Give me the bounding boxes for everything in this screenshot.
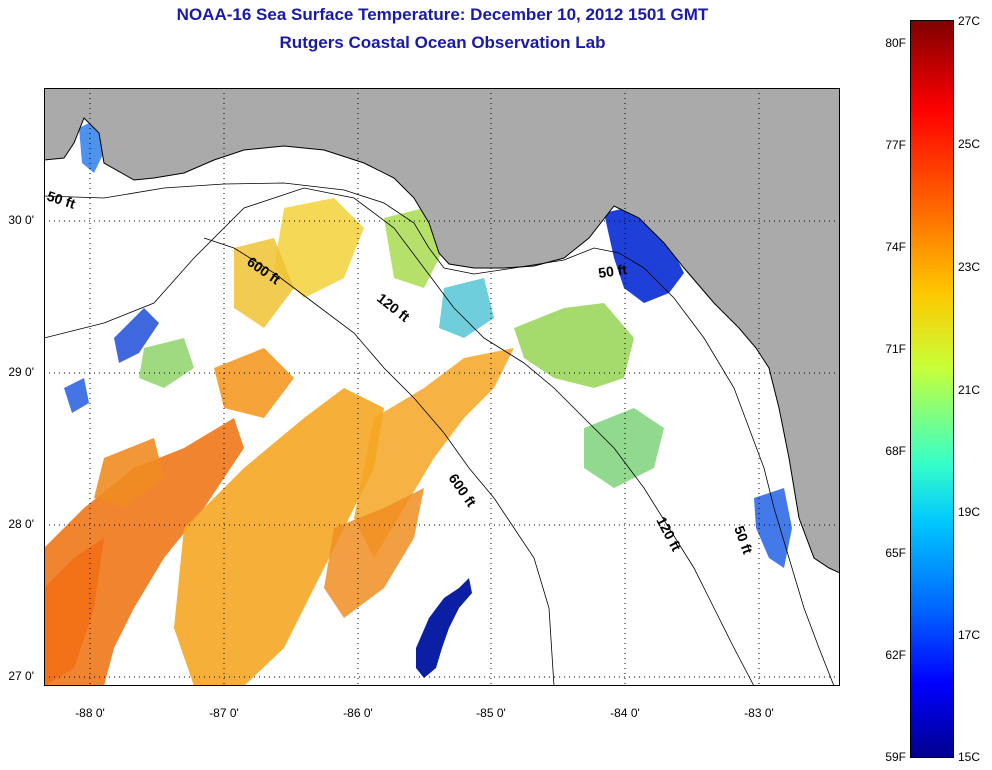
sst-cold-blob [416,578,472,678]
colorbar-f-label-71: 71F [885,342,906,356]
sst-yellow-patch-2 [234,238,294,328]
isobath-50ft [44,182,835,686]
sst-orange-patch [214,348,294,418]
colorbar-c-label-17: 17C [958,628,981,642]
sst-green-patch-2 [139,338,194,388]
sst-warm-region [44,418,244,686]
colorbar-c-label-19: 19C [958,505,981,519]
colorbar-c-label-23: 23C [958,260,981,274]
map-title: NOAA-16 Sea Surface Temperature: Decembe… [176,5,709,24]
sst-cold-west [114,308,159,363]
colorbar-c-label-15: 15C [958,750,981,764]
isobath-120ft [44,187,755,686]
sst-green-region [514,303,634,388]
lat-label-30: 30 0' [8,213,34,227]
sst-green-region-2 [584,408,664,488]
colorbar-c-label-27: 27C [958,14,981,28]
sst-cold-west-2 [64,378,89,413]
lon-label-84: -84 0' [610,706,640,720]
temperature-colorbar [910,20,954,758]
lon-label-85: -85 0' [476,706,506,720]
map-subtitle: Rutgers Coastal Ocean Observation Lab [279,33,606,52]
sst-yellow-patch [274,198,364,298]
land [44,88,840,574]
sst-cold-east [754,488,792,568]
isobath-label-50ft-bigbend: 50 ft [597,261,628,281]
colorbar-f-label-68: 68F [885,444,906,458]
sst-map: 50 ft 50 ft 50 ft 120 ft 120 ft 600 ft 6… [44,88,840,686]
lon-label-86: -86 0' [343,706,373,720]
sst-cyan-patch [439,278,494,338]
colorbar-f-label-77: 77F [885,138,906,152]
sst-cold-northeast [604,206,684,303]
sst-mid-warm-region [174,388,384,686]
map-frame [44,88,840,686]
colorbar-c-label-25: 25C [958,137,981,151]
lat-label-28: 28 0' [8,517,34,531]
sst-orange-band-2 [324,488,424,618]
colorbar-f-label-80: 80F [885,36,906,50]
colorbar-f-label-59: 59F [885,750,906,764]
lon-label-88: -88 0' [75,706,105,720]
sst-green-patch [384,208,444,288]
colorbar-c-label-21: 21C [958,383,981,397]
isobath-600ft [203,237,555,686]
colorbar-f-label-65: 65F [885,546,906,560]
colorbar-f-label-62: 62F [885,648,906,662]
lon-label-83: -83 0' [744,706,774,720]
sst-orange-patch-2 [94,438,164,508]
colorbar-f-label-74: 74F [885,240,906,254]
lat-label-27: 27 0' [8,669,34,683]
lat-label-29: 29 0' [8,365,34,379]
lon-label-87: -87 0' [209,706,239,720]
sst-warm-region-2 [44,538,104,686]
